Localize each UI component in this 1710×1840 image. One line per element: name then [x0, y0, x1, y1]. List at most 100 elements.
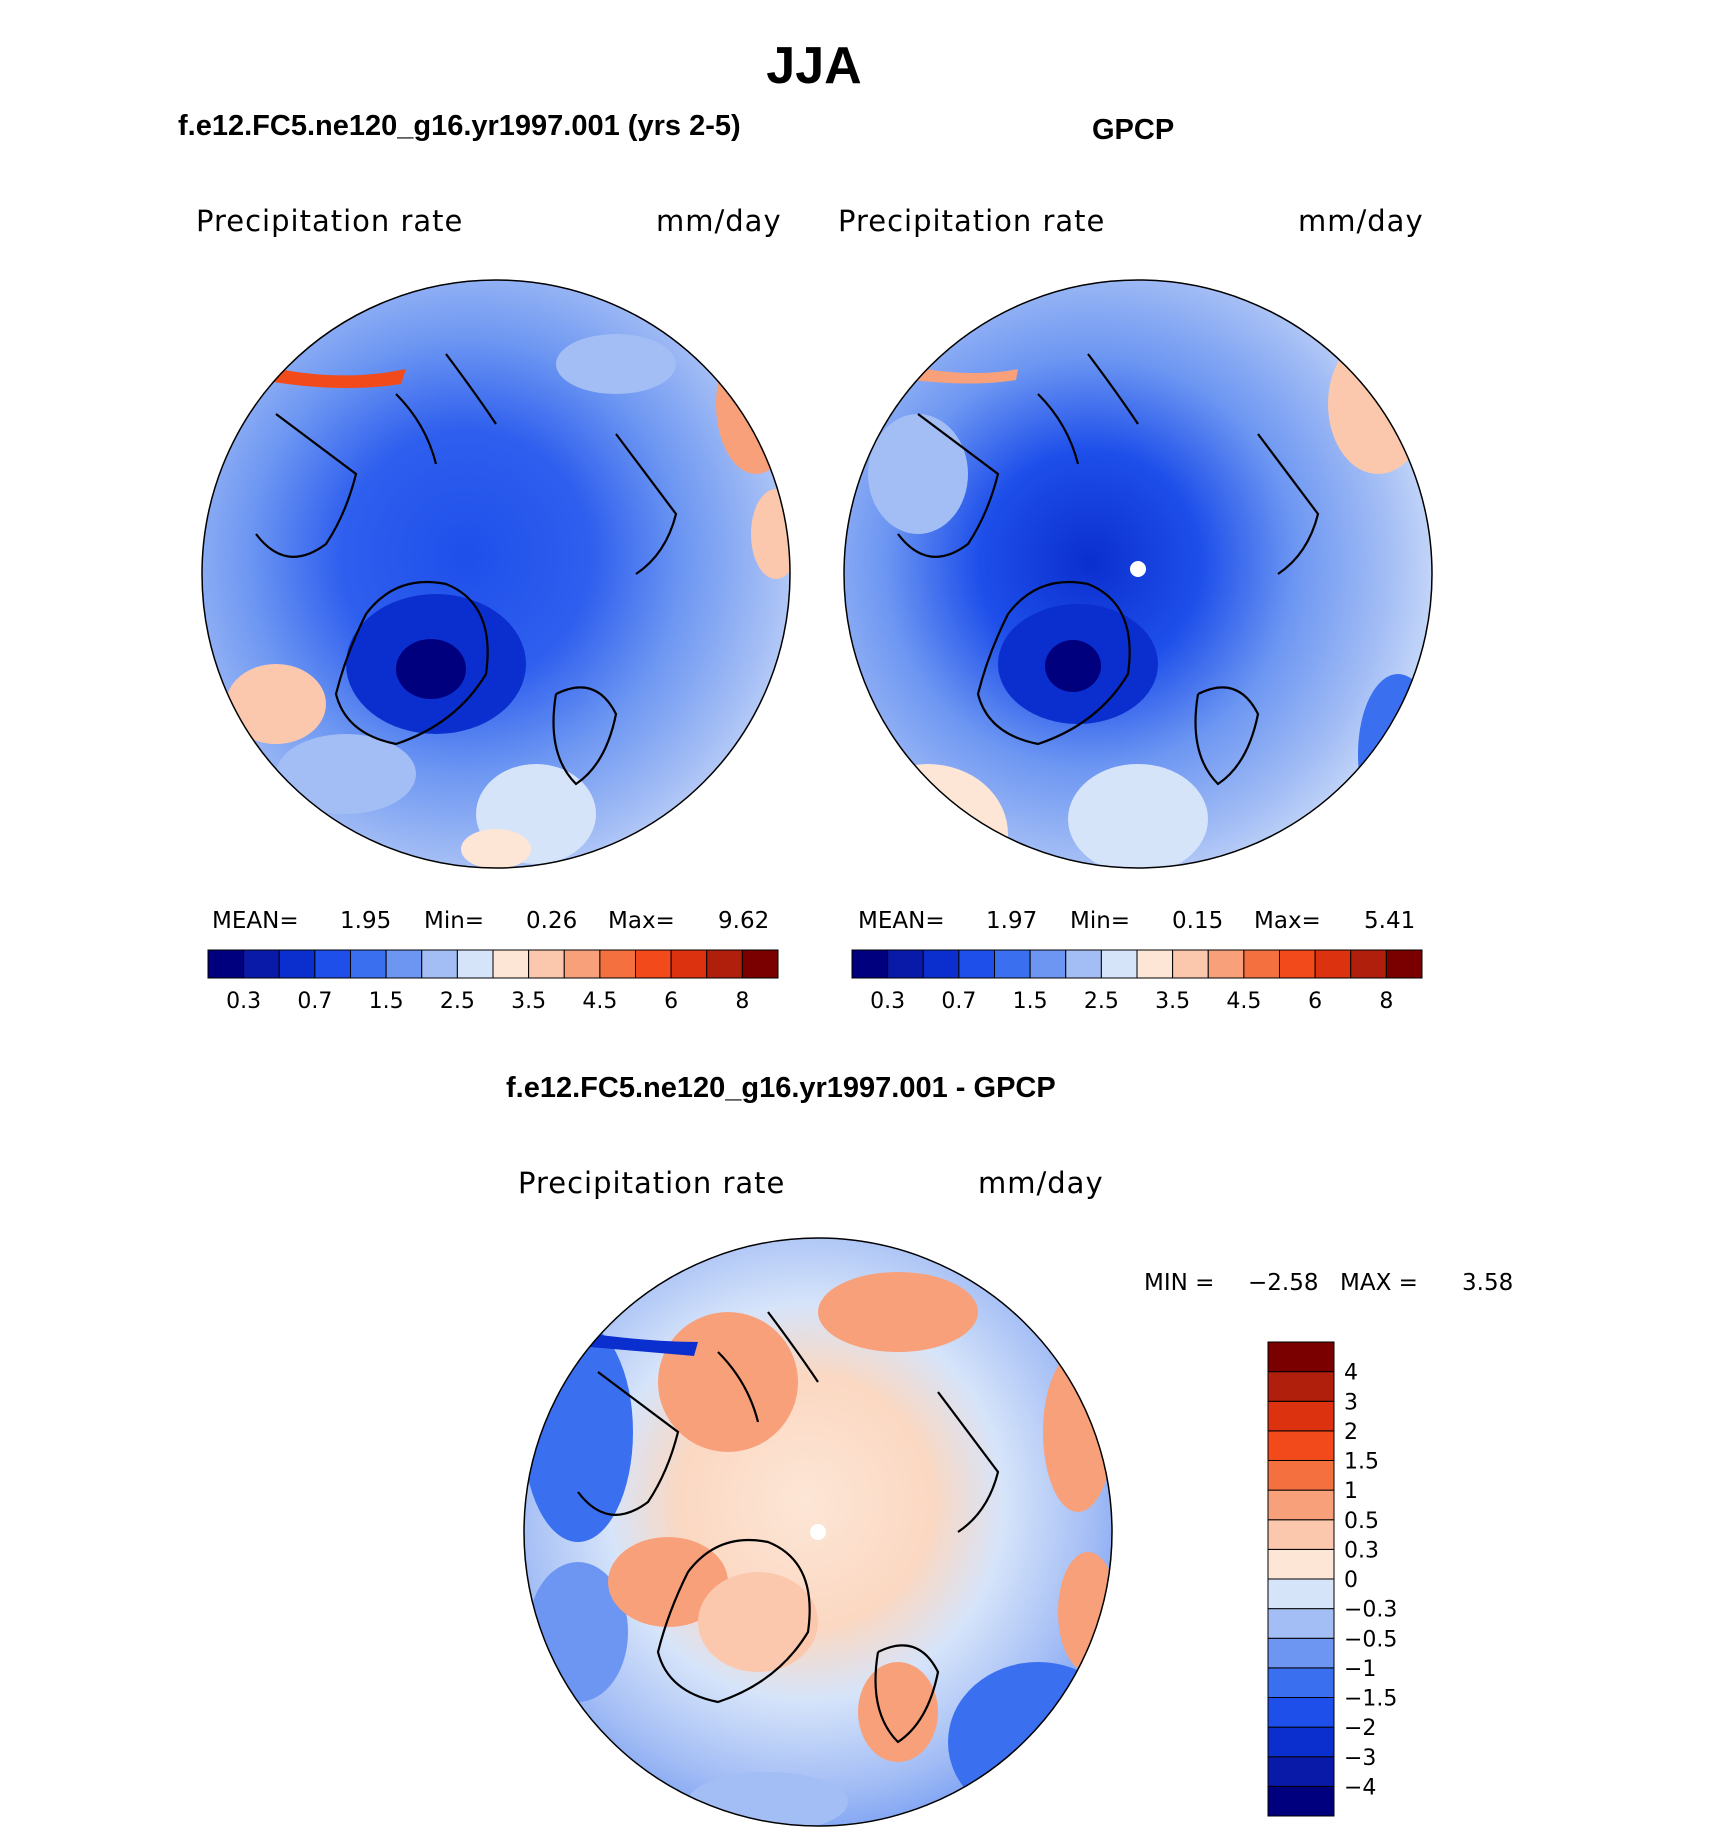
- diff-max-label: MAX =: [1340, 1270, 1418, 1296]
- diff-colorbar-swatch: [1267, 1548, 1335, 1580]
- model-colorbar-swatch: [528, 949, 565, 979]
- obs-colorbar-swatch: [887, 949, 924, 979]
- obs-variable-label: Precipitation rate: [838, 204, 1106, 238]
- obs-colorbar-swatch: [1065, 949, 1102, 979]
- model-colorbar-swatch: [243, 949, 280, 979]
- model-colorbar-swatch: [456, 949, 494, 979]
- model-min-value: 0.26: [526, 908, 578, 934]
- diff-colorbar-tick-label: 1: [1344, 1479, 1358, 1504]
- diff-min-value: −2.58: [1248, 1270, 1319, 1296]
- diff-colorbar-swatch: [1267, 1667, 1335, 1698]
- model-colorbar-tick-label: 6: [664, 989, 678, 1014]
- model-variable-label: Precipitation rate: [196, 204, 464, 238]
- model-min-label: Min=: [424, 908, 485, 934]
- model-colorbar-tick-label: 0.3: [226, 989, 261, 1014]
- model-polar-map: [201, 279, 791, 869]
- obs-colorbar-tick-label: 2.5: [1084, 989, 1119, 1014]
- model-colorbar-swatch: [207, 949, 245, 979]
- obs-colorbar: 0.3 0.7 1.5 2.5 3.5 4.5 6 8: [851, 949, 1423, 1014]
- model-colorbar-swatch: [492, 949, 530, 979]
- diff-colorbar-tick-label: 0.5: [1344, 1509, 1379, 1534]
- model-colorbar-swatch: [350, 949, 387, 979]
- model-colorbar-swatch: [635, 949, 672, 979]
- diff-colorbar-tick-label: −0.3: [1344, 1598, 1397, 1623]
- diff-colorbar-swatch: [1267, 1637, 1335, 1669]
- obs-colorbar-swatch: [851, 949, 889, 979]
- diff-colorbar-swatch: [1267, 1430, 1335, 1461]
- diff-colorbar-swatch: [1267, 1608, 1335, 1639]
- diff-colorbar-swatch: [1267, 1697, 1335, 1728]
- diff-colorbar-swatch: [1267, 1489, 1335, 1521]
- diff-colorbar-tick-label: −2: [1344, 1716, 1376, 1741]
- diff-colorbar-swatch: [1267, 1756, 1335, 1787]
- model-colorbar-swatch: [314, 949, 351, 979]
- obs-colorbar-tick-label: 4.5: [1226, 989, 1261, 1014]
- diff-colorbar-tick-label: 4: [1344, 1361, 1358, 1386]
- diff-variable-label: Precipitation rate: [518, 1166, 786, 1200]
- diff-polar-map: [523, 1237, 1113, 1827]
- model-colorbar-swatch: [706, 949, 743, 979]
- diff-colorbar-tick-label: −0.5: [1344, 1627, 1397, 1652]
- diff-colorbar-tick-label: 2: [1344, 1420, 1358, 1445]
- obs-colorbar-swatch: [1029, 949, 1067, 979]
- obs-mean-value: 1.97: [986, 908, 1038, 934]
- obs-mean-label: MEAN=: [858, 908, 945, 934]
- obs-max-label: Max=: [1254, 908, 1321, 934]
- obs-min-value: 0.15: [1172, 908, 1224, 934]
- figure-title: JJA: [766, 37, 862, 95]
- obs-colorbar-swatch: [1385, 949, 1423, 979]
- diff-colorbar-tick-label: 0: [1344, 1568, 1358, 1593]
- diff-colorbar-swatch: [1267, 1341, 1335, 1373]
- model-colorbar-tick-label: 2.5: [440, 989, 475, 1014]
- diff-colorbar-tick-label: −4: [1344, 1775, 1376, 1800]
- diff-panel-title: f.e12.FC5.ne120_g16.yr1997.001 - GPCP: [506, 1072, 1056, 1104]
- diff-colorbar-swatch: [1267, 1371, 1335, 1402]
- obs-max-value: 5.41: [1364, 908, 1416, 934]
- diff-colorbar-swatch: [1267, 1460, 1335, 1491]
- obs-colorbar-tick-label: 0.7: [941, 989, 976, 1014]
- diff-colorbar-tick-label: 0.3: [1344, 1538, 1379, 1563]
- model-colorbar-tick-label: 4.5: [582, 989, 617, 1014]
- obs-colorbar-tick-label: 3.5: [1155, 989, 1190, 1014]
- obs-colorbar-swatch: [994, 949, 1031, 979]
- obs-colorbar-swatch: [1314, 949, 1352, 979]
- obs-colorbar-swatch: [922, 949, 960, 979]
- obs-min-label: Min=: [1070, 908, 1131, 934]
- model-units-label: mm/day: [656, 204, 782, 238]
- model-panel-title: f.e12.FC5.ne120_g16.yr1997.001 (yrs 2-5): [178, 110, 741, 142]
- obs-colorbar-swatch: [1350, 949, 1387, 979]
- diff-colorbar-tick-label: −1.5: [1344, 1687, 1397, 1712]
- obs-units-label: mm/day: [1298, 204, 1424, 238]
- obs-colorbar-swatch: [1136, 949, 1174, 979]
- obs-colorbar-swatch: [1100, 949, 1138, 979]
- model-colorbar-tick-label: 8: [735, 989, 749, 1014]
- model-colorbar-swatch: [599, 949, 636, 979]
- model-mean-value: 1.95: [340, 908, 392, 934]
- model-colorbar-swatch: [563, 949, 601, 979]
- obs-colorbar-tick-label: 0.3: [870, 989, 905, 1014]
- diff-colorbar-tick-label: −3: [1344, 1746, 1376, 1771]
- model-max-label: Max=: [608, 908, 675, 934]
- model-colorbar-swatch: [741, 949, 779, 979]
- diff-colorbar-swatch: [1267, 1400, 1335, 1432]
- obs-colorbar-tick-label: 6: [1308, 989, 1322, 1014]
- model-mean-label: MEAN=: [212, 908, 299, 934]
- diff-colorbar-tick-label: 1.5: [1344, 1450, 1379, 1475]
- model-colorbar: 0.3 0.7 1.5 2.5 3.5 4.5 6 8: [207, 949, 779, 1014]
- diff-colorbar-swatch: [1267, 1578, 1335, 1610]
- model-colorbar-swatch: [421, 949, 458, 979]
- diff-colorbar-tick-label: 3: [1344, 1390, 1358, 1415]
- model-colorbar-swatch: [670, 949, 708, 979]
- diff-colorbar: −4 −3 −2 −1.5 −1 −0.5 −0.3 0 0.3 0.5 1 1.5 2 3 4: [1267, 1341, 1397, 1817]
- model-colorbar-tick-label: 0.7: [297, 989, 332, 1014]
- obs-panel-title: GPCP: [1092, 114, 1175, 146]
- model-colorbar-swatch: [278, 949, 316, 979]
- obs-colorbar-swatch: [1207, 949, 1245, 979]
- model-max-value: 9.62: [718, 908, 770, 934]
- diff-colorbar-tick-label: −1: [1344, 1657, 1376, 1682]
- obs-polar-map: [843, 279, 1433, 869]
- diff-colorbar-swatch: [1267, 1519, 1335, 1550]
- obs-colorbar-swatch: [1243, 949, 1280, 979]
- obs-colorbar-swatch: [1279, 949, 1316, 979]
- diff-colorbar-swatch: [1267, 1785, 1335, 1817]
